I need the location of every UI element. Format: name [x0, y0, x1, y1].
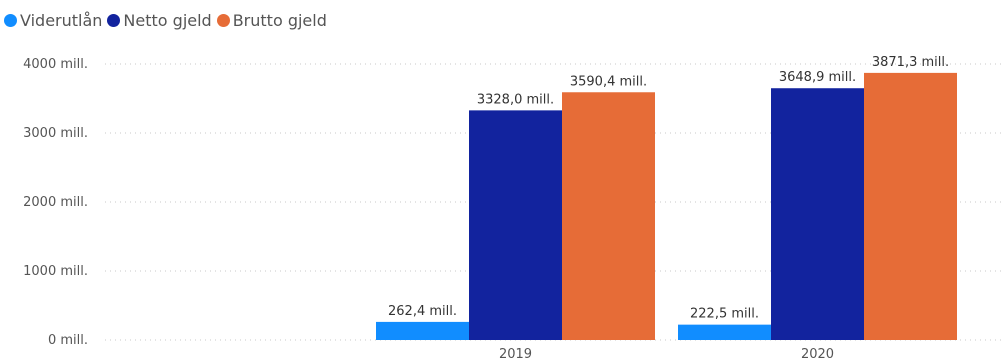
bar-netto-gjeld-2020 — [771, 88, 864, 341]
x-tick-label-1: 2020 — [801, 347, 834, 362]
legend-item-1[interactable]: Netto gjeld — [107, 10, 212, 30]
bar-brutto-gjeld-2020 — [864, 72, 957, 340]
data-label-2-0: 3590,4 mill. — [570, 74, 647, 89]
y-tick-label-3: 3000 mill. — [23, 126, 88, 141]
legend-label-1: Netto gjeld — [123, 10, 212, 30]
bar-brutto-gjeld-2019 — [562, 92, 655, 341]
bar-viderutlån-2019 — [376, 321, 469, 340]
x-tick-label-0: 2019 — [499, 347, 532, 362]
legend-label-2: Brutto gjeld — [232, 10, 327, 30]
legend-item-2[interactable]: Brutto gjeld — [216, 10, 327, 30]
data-label-1-0: 3328,0 mill. — [477, 92, 554, 107]
legend-item-0[interactable]: Viderutlån — [4, 11, 102, 30]
data-label-0-0: 262,4 mill. — [388, 304, 457, 319]
bar-viderutlån-2020 — [678, 324, 771, 340]
data-label-0-1: 222,5 mill. — [690, 307, 759, 322]
y-tick-label-2: 2000 mill. — [23, 195, 88, 210]
legend-swatch-1 — [107, 13, 121, 27]
data-label-1-1: 3648,9 mill. — [779, 70, 856, 85]
chart-legend: Viderutlån Netto gjeld Brutto gjeld — [4, 8, 332, 32]
legend-swatch-2 — [216, 13, 230, 27]
bar-netto-gjeld-2019 — [469, 110, 562, 340]
y-tick-label-1: 1000 mill. — [23, 264, 88, 279]
data-label-2-1: 3871,3 mill. — [872, 55, 949, 70]
y-tick-label-0: 0 mill. — [48, 333, 88, 348]
legend-swatch-0 — [4, 13, 17, 27]
legend-label-0: Viderutlån — [20, 10, 103, 30]
y-tick-label-4: 4000 mill. — [23, 57, 88, 72]
